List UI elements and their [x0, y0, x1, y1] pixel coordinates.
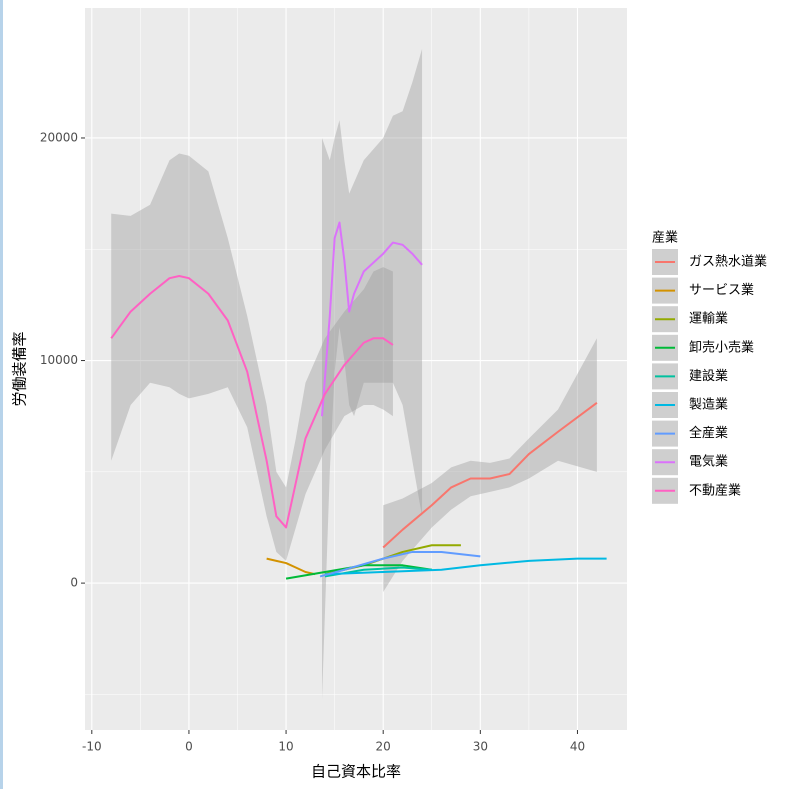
x-tick-label: 40: [570, 740, 585, 754]
series-line: [319, 550, 481, 578]
x-tick-label: 0: [185, 740, 193, 754]
y-axis-title: 労働装備率: [11, 331, 29, 406]
series-line: [110, 274, 394, 529]
legend-label: 全産業: [689, 425, 728, 441]
series-line: [266, 557, 316, 576]
legend-label: 不動産業: [689, 482, 741, 498]
series-line: [285, 564, 432, 580]
legend-label: 建設業: [689, 368, 728, 384]
series-line: [324, 557, 607, 576]
x-tick-label: 10: [278, 740, 293, 754]
x-tick-label: -10: [82, 740, 102, 754]
window-edge: [0, 0, 3, 789]
legend-label: ガス熱水道業: [689, 254, 767, 270]
series-line: [321, 221, 423, 417]
x-tick-label: 20: [376, 740, 391, 754]
legend-label: 電気業: [689, 454, 728, 470]
legend-label: 運輸業: [689, 311, 728, 327]
legend-label: 製造業: [689, 397, 728, 413]
series-line: [382, 402, 598, 549]
legend-title: 産業: [652, 230, 678, 246]
legend-label: サービス業: [689, 282, 754, 298]
y-tick-label: 10000: [40, 353, 78, 367]
plot-panel: [85, 8, 627, 730]
confidence-band: [383, 338, 597, 593]
y-tick-label: 20000: [40, 130, 78, 144]
confidence-band: [322, 48, 423, 699]
legend-label: 卸売小売業: [689, 339, 754, 355]
confidence-band: [111, 153, 393, 561]
y-tick-label: 0: [70, 576, 78, 590]
x-axis-title: 自己資本比率: [311, 763, 401, 781]
x-tick-label: 30: [473, 740, 488, 754]
